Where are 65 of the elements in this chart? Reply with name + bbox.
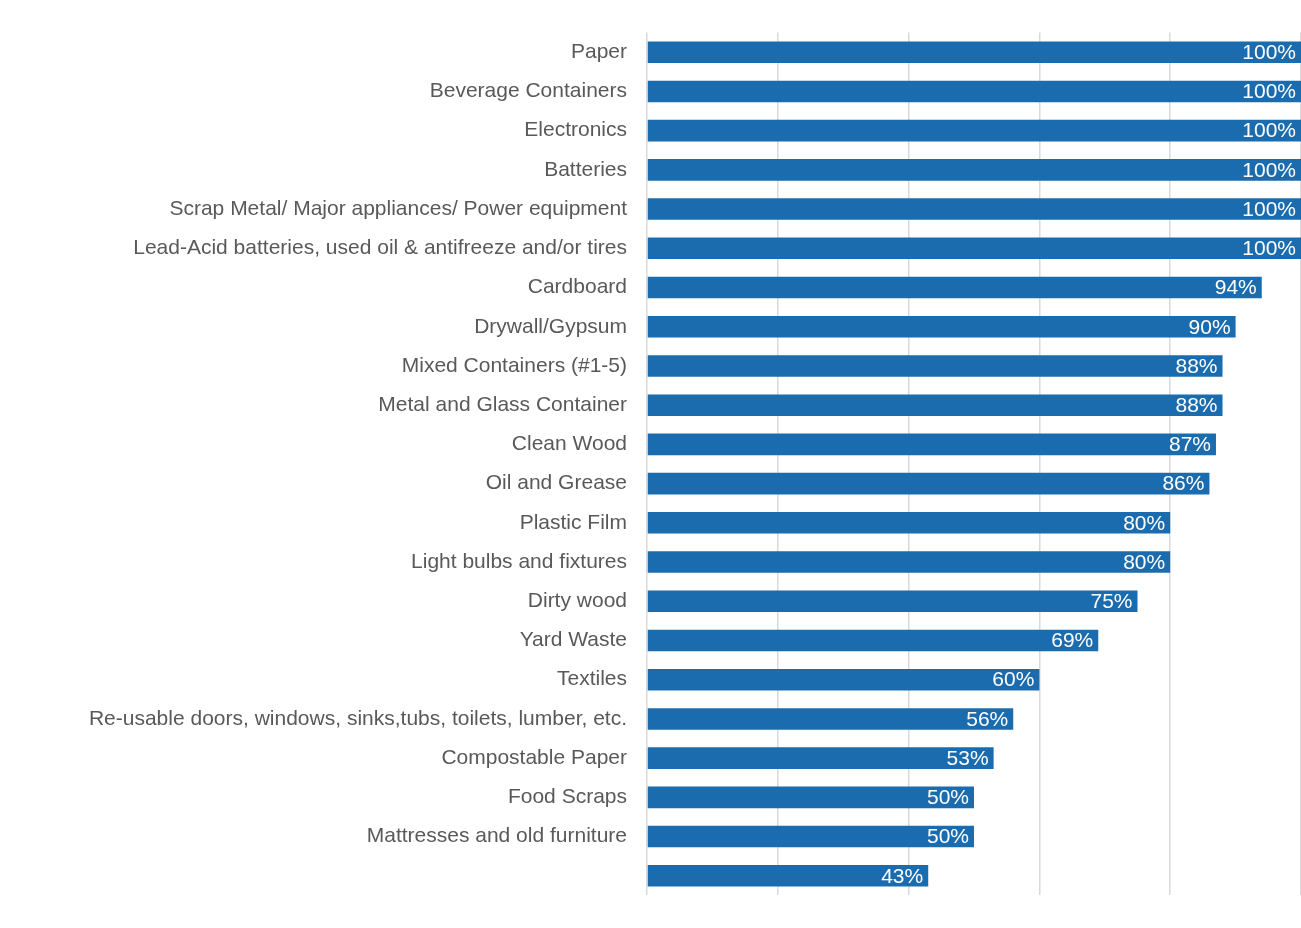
bar [647,80,1301,103]
y-tick-label: Dirty wood [527,588,627,612]
data-label: 75% [1090,589,1133,613]
data-label: 100% [1242,118,1296,142]
data-label: 50% [926,824,969,848]
y-tick-label: Batteries [544,156,627,180]
y-tick-label: Mixed Containers (#1-5) [401,352,627,376]
y-tick-label: Re-usable doors, windows, sinks,tubs, toilets, lumber, etc. [88,705,627,729]
y-tick-label: Yard Waste [519,627,627,651]
data-label: 100% [1242,157,1296,181]
y-tick-label: Drywall/Gypsum [474,313,627,337]
y-tick-label: Textiles [556,666,627,690]
bar [647,825,974,848]
bar [647,276,1262,299]
y-tick-label: Light bulbs and fixtures [411,548,627,572]
y-tick-label: Mattresses and old furniture [366,823,627,847]
bar [647,198,1301,220]
data-label: 87% [1168,432,1211,456]
bar [647,708,1014,730]
data-label: 100% [1242,40,1296,64]
bar [647,355,1223,377]
y-tick-label: Scrap Metal/ Major appliances/ Power equipment [169,195,628,219]
bar [647,512,1171,534]
y-tick-label: Beverage Containers [429,78,627,102]
data-label: 88% [1175,353,1218,377]
data-label: 69% [1051,628,1094,652]
y-tick-label: Plastic Film [519,509,627,533]
data-label: 56% [966,706,1009,730]
y-tick-label: Cardboard [527,274,627,298]
bar [647,747,994,769]
y-tick-label: Clean Wood [511,431,627,455]
y-tick-label: Lead-Acid batteries, used oil & antifreeze and/or tires [133,235,627,259]
data-label: 100% [1242,236,1296,260]
data-label: 60% [992,667,1035,691]
data-label: 94% [1214,275,1257,299]
data-label: 80% [1123,549,1166,573]
bar [647,237,1301,260]
data-label: 80% [1123,510,1166,534]
bar [647,551,1171,573]
data-label: 53% [946,745,989,769]
data-label: 100% [1242,196,1296,220]
bar [647,786,974,809]
data-label: 43% [881,863,924,887]
y-tick-label: Compostable Paper [441,744,627,768]
bar [647,315,1236,338]
bar [647,865,929,887]
y-tick-label: Paper [570,39,627,63]
bar [647,433,1216,456]
y-tick-label: Oil and Grease [485,470,627,494]
data-label: 88% [1175,392,1218,416]
data-label: 50% [926,785,969,809]
y-tick-label: Metal and Glass Container [378,391,627,415]
bar [647,472,1210,495]
y-tick-label: Electronics [524,117,627,141]
bar [647,394,1223,416]
bar [647,590,1138,613]
data-label: 86% [1162,471,1205,495]
bar [647,668,1040,691]
bar [647,119,1301,142]
y-tick-label: Food Scraps [507,784,627,808]
data-label: 90% [1188,314,1231,338]
bar [647,629,1099,652]
data-label: 100% [1242,79,1296,103]
bar [647,159,1301,181]
bar [647,41,1301,63]
